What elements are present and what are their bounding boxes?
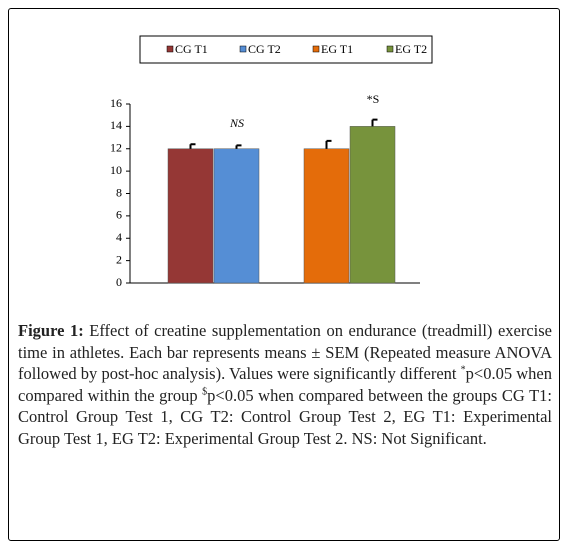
caption-text: p<0.05 when compared within the group — [18, 364, 552, 405]
caption-label: Figure 1: — [18, 321, 84, 340]
legend-box — [139, 35, 433, 64]
y-tick-label: 4 — [116, 230, 122, 244]
error-bar — [189, 143, 196, 149]
error-bar — [235, 144, 242, 149]
error-bar — [371, 118, 378, 127]
y-tick-label: 2 — [116, 252, 122, 266]
error-bar — [325, 139, 332, 149]
caption-superscript: * — [460, 364, 466, 376]
annotation: NS — [229, 116, 244, 130]
legend-label: CG T1 — [175, 42, 208, 56]
y-tick-label: 12 — [110, 141, 122, 155]
y-tick-label: 14 — [110, 118, 122, 132]
caption: Figure 1: Effect of creatine supplementa… — [18, 320, 552, 450]
caption-text: p<0.05 when compared between the groups … — [18, 385, 552, 448]
caption-superscript: $ — [202, 386, 208, 398]
bar — [213, 148, 260, 284]
legend-swatch — [386, 45, 394, 53]
legend-label: EG T2 — [395, 42, 427, 56]
annotation: *S — [367, 92, 380, 106]
caption-text: Effect of creatine supplementation on en… — [18, 321, 552, 384]
y-tick-label: 16 — [110, 96, 122, 110]
legend-label: EG T1 — [321, 42, 353, 56]
figure-frame — [8, 8, 560, 541]
y-tick-label: 10 — [110, 163, 122, 177]
legend-swatch — [312, 45, 320, 53]
y-tick-label: 8 — [116, 185, 122, 199]
bar — [349, 126, 396, 284]
bar — [303, 148, 350, 284]
y-tick-label: 0 — [116, 275, 122, 289]
legend-swatch — [239, 45, 247, 53]
y-tick-label: 6 — [116, 208, 122, 222]
legend-label: CG T2 — [248, 42, 281, 56]
legend-swatch — [166, 45, 174, 53]
bar — [167, 148, 214, 284]
